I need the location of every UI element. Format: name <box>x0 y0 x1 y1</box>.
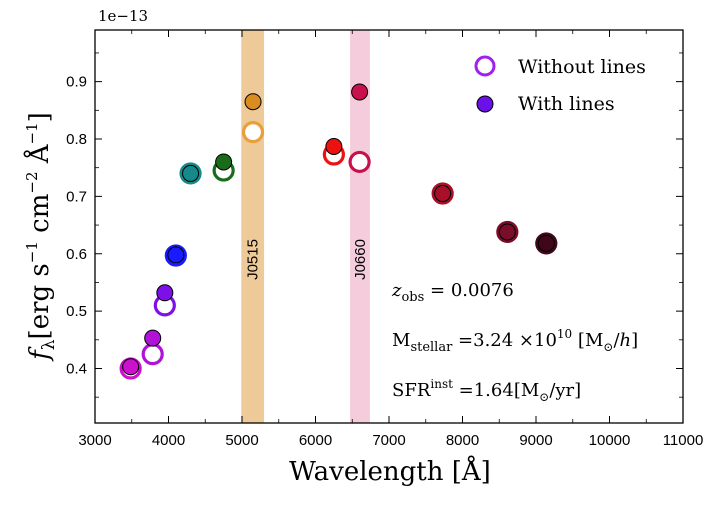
band-j0660 <box>350 30 370 423</box>
point-with-lines-10 <box>498 223 516 241</box>
y-label-exp2: −2 <box>23 171 41 193</box>
annotation-stellar-mass: Mstellar =3.24 ×1010 [M⊙/h] <box>392 327 638 355</box>
legend-label-with-lines: With lines <box>518 93 615 115</box>
axes-frame: 3000 4000 5000 6000 7000 8000 9000 10000 11000 0.… <box>66 29 704 449</box>
band-j0515 <box>241 30 265 423</box>
point-without-lines-8 <box>348 150 371 174</box>
annotation-redshift: zobs = 0.0076 <box>391 280 514 305</box>
point-with-lines-4 <box>182 164 200 182</box>
x-tick-label-7000: 7000 <box>372 432 405 449</box>
point-with-lines-9 <box>434 185 452 203</box>
y-label-close: ] <box>25 112 55 122</box>
x-tick-label-11000: 11000 <box>663 432 704 449</box>
point-with-lines-3 <box>167 246 185 264</box>
y-label-rest: [erg s <box>25 263 55 339</box>
point-without-lines-1 <box>141 343 164 366</box>
band-label-j0660: J0660 <box>352 239 369 280</box>
y-tick-label-0.6: 0.6 <box>66 246 87 263</box>
y-axis-label: fλ[erg s−1 cm−2 Å−1] <box>23 112 59 362</box>
point-with-lines-7 <box>325 137 343 155</box>
y-tick-label-0.4: 0.4 <box>66 360 87 377</box>
band-label-j0515: J0515 <box>245 239 262 280</box>
y-label-mid: cm <box>25 194 55 241</box>
x-axis-label: Wavelength [Å] <box>289 455 491 487</box>
filter-bands: J0515 J0660 <box>241 30 370 423</box>
legend-label-without-lines: Without lines <box>518 56 646 78</box>
y-offset-text: 1e−13 <box>98 7 148 25</box>
point-with-lines-5 <box>215 153 233 171</box>
y-label-unit: Å <box>23 143 55 171</box>
point-with-lines-8 <box>351 83 369 101</box>
annotation-sfr: SFRinst =1.64[M⊙/yr] <box>392 377 581 404</box>
legend: Without lines With lines <box>474 55 646 115</box>
x-tick-label-10000: 10000 <box>589 432 631 449</box>
x-tick-label-6000: 6000 <box>299 432 332 449</box>
point-with-lines-6 <box>244 93 262 111</box>
x-tick-label-4000: 4000 <box>152 432 185 449</box>
x-tick-label-8000: 8000 <box>446 432 479 449</box>
point-with-lines-1 <box>144 329 162 347</box>
y-tick-label-0.5: 0.5 <box>66 303 87 320</box>
x-tick-label-5000: 5000 <box>225 432 258 449</box>
y-tick-label-0.9: 0.9 <box>66 74 87 91</box>
legend-marker-open <box>474 55 496 77</box>
x-tick-label-9000: 9000 <box>519 432 552 449</box>
y-label-exp1: −1 <box>23 241 41 263</box>
x-tick-label-3000: 3000 <box>78 432 111 449</box>
plot-frame <box>94 29 684 424</box>
point-without-lines-6 <box>241 121 265 144</box>
y-label-sub: λ <box>39 339 59 350</box>
y-tick-label-0.7: 0.7 <box>66 188 87 205</box>
point-with-lines-0 <box>122 358 140 376</box>
y-tick-label-0.8: 0.8 <box>66 131 87 148</box>
legend-marker-filled <box>476 95 494 113</box>
y-label-exp3: −1 <box>23 122 41 144</box>
point-with-lines-2 <box>156 284 174 302</box>
data-points <box>119 83 558 380</box>
point-with-lines-11 <box>537 234 555 252</box>
